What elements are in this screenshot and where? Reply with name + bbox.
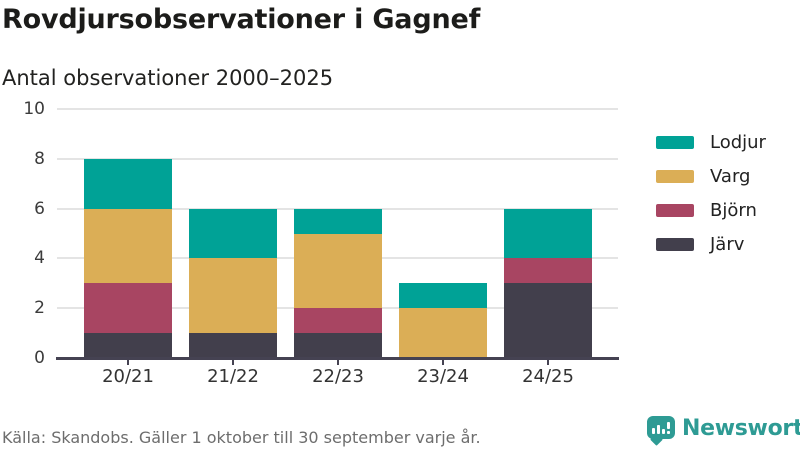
legend: Lodjur Varg Björn Järv [656,132,766,268]
x-tick-label-22/23: 22/23 [312,366,364,387]
bar-segment-Järv-24/25 [504,283,592,358]
bar-segment-Varg-22/23 [294,233,382,309]
newsworthy-wordmark: Newsworthy [682,416,800,441]
y-axis-labels: 0 2 4 6 8 10 [0,100,45,367]
legend-label-Varg: Varg [710,166,751,187]
y-tick-label-10: 10 [23,99,45,119]
gridline-y6 [57,207,618,210]
legend-label-Lodjur: Lodjur [710,132,766,153]
x-tick-22/23 [337,358,339,365]
bar-segment-Varg-21/22 [189,258,277,334]
mini-barchart-icon [652,422,670,434]
legend-swatch-Björn [656,204,694,217]
legend-item-Järv: Järv [656,234,766,255]
y-tick-label-8: 8 [34,148,45,169]
bar-segment-Lodjur-22/23 [294,208,382,234]
x-tick-label-21/22: 21/22 [207,366,259,387]
bar-segment-Järv-20/21 [84,333,172,358]
newsworthy-logo: Newsworthy [647,416,800,446]
x-tick-label-24/25: 24/25 [522,366,574,387]
x-tick-label-23/24: 23/24 [417,366,469,387]
legend-label-Björn: Björn [710,200,757,221]
bar-segment-Lodjur-23/24 [399,283,487,309]
x-tick-24/25 [547,358,549,365]
bar-segment-Björn-22/23 [294,308,382,334]
legend-swatch-Varg [656,170,694,183]
legend-item-Varg: Varg [656,166,766,187]
y-tick-label-6: 6 [34,198,45,219]
bar-segment-Björn-20/21 [84,283,172,334]
gridline-y10 [57,108,618,110]
y-tick-label-4: 4 [34,248,45,269]
bar-segment-Lodjur-21/22 [189,208,277,259]
bar-segment-Björn-24/25 [504,258,592,284]
legend-swatch-Järv [656,238,694,251]
y-tick-label-0: 0 [34,348,45,368]
bar-segment-Järv-21/22 [189,333,277,358]
legend-label-Järv: Järv [710,234,745,255]
plot-area [56,108,619,365]
x-tick-23/24 [442,358,444,365]
page-title: Rovdjursobservationer i Gagnef [2,4,481,35]
bar-segment-Lodjur-24/25 [504,208,592,259]
x-tick-label-20/21: 20/21 [102,366,154,387]
chart-subtitle: Antal observationer 2000–2025 [2,66,334,90]
gridline-y8 [57,157,618,160]
newsworthy-logo-icon [647,416,675,446]
x-axis-labels: 20/21 21/22 22/23 23/24 24/25 [57,366,618,390]
bar-segment-Lodjur-20/21 [84,158,172,209]
bar-segment-Varg-20/21 [84,208,172,284]
y-tick-label-2: 2 [34,298,45,319]
source-note: Källa: Skandobs. Gäller 1 oktober till 3… [2,428,481,447]
bar-segment-Varg-23/24 [399,308,487,358]
legend-item-Björn: Björn [656,200,766,221]
legend-swatch-Lodjur [656,136,694,149]
x-tick-20/21 [127,358,129,365]
legend-item-Lodjur: Lodjur [656,132,766,153]
x-tick-21/22 [232,358,234,365]
bar-segment-Järv-22/23 [294,333,382,358]
